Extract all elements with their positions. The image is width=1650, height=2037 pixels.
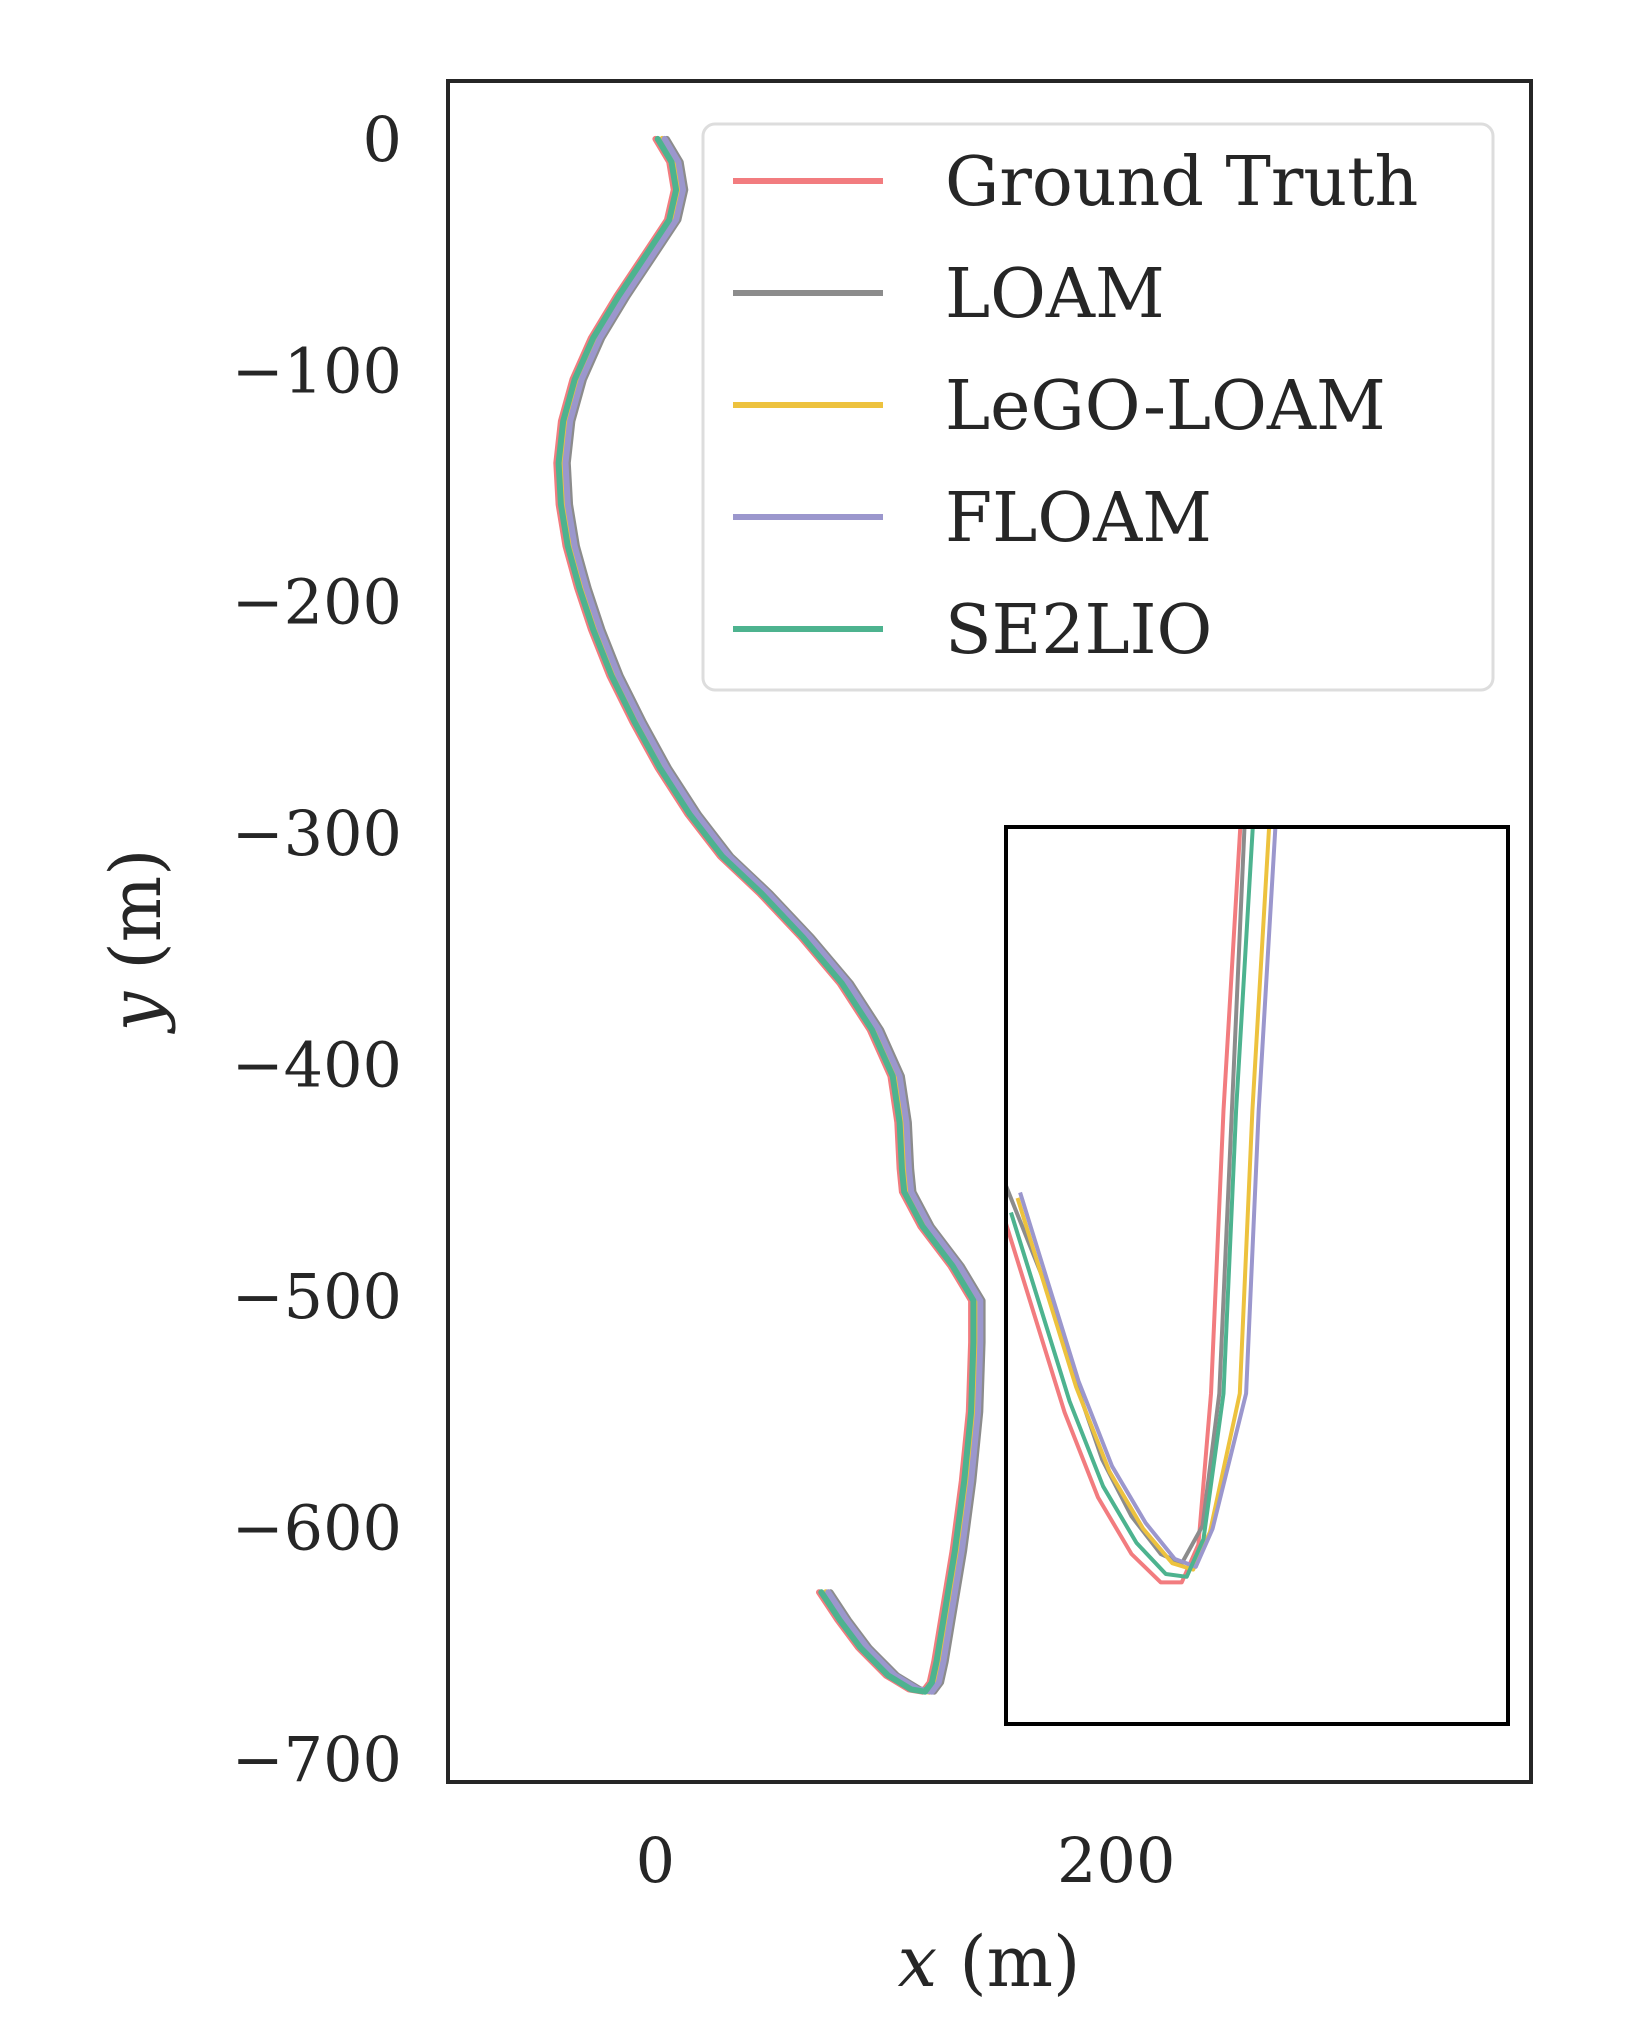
zoom-inset xyxy=(1004,825,1510,1726)
legend-label-loam: LOAM xyxy=(945,255,1165,334)
inset-line-lego-loam xyxy=(1015,827,1272,1572)
legend: Ground Truth LOAM LeGO-LOAM FLOAM SE2LIO xyxy=(701,122,1495,692)
inset-frame xyxy=(1004,825,1510,1726)
x-axis-label: x (m) xyxy=(898,1921,1081,2003)
y-tick-label: −500 xyxy=(232,1260,402,1333)
inset-line-ground-truth xyxy=(1006,827,1243,1585)
x-tick-label: 0 xyxy=(636,1824,675,1897)
inset-lines xyxy=(1006,827,1278,1585)
trajectory-lines xyxy=(553,135,986,1695)
series-line-se2lio xyxy=(555,135,977,1695)
y-tick-label: −200 xyxy=(232,566,402,639)
legend-label-ground-truth: Ground Truth xyxy=(945,143,1418,222)
x-tick-labels: 0 200 xyxy=(636,1824,1176,1897)
x-tick-label: 200 xyxy=(1057,1824,1175,1897)
y-tick-labels: 0 −100 −200 −300 −400 −500 −600 −700 xyxy=(232,103,402,1796)
legend-label-floam: FLOAM xyxy=(945,479,1212,558)
y-tick-label: −700 xyxy=(232,1723,402,1796)
inset-line-floam xyxy=(1018,827,1278,1569)
legend-box xyxy=(701,122,1495,692)
plot-frame xyxy=(446,79,1533,1784)
series-line-floam xyxy=(562,135,984,1695)
y-tick-label: −400 xyxy=(232,1029,402,1102)
inset-line-se2lio xyxy=(1009,827,1255,1579)
main-plot-area xyxy=(446,79,1533,1784)
y-tick-label: −600 xyxy=(232,1491,402,1564)
y-tick-label: 0 xyxy=(363,103,402,176)
legend-label-se2lio: SE2LIO xyxy=(945,591,1212,670)
y-tick-label: −300 xyxy=(232,797,402,870)
inset-background xyxy=(1006,827,1508,1724)
y-tick-label: −100 xyxy=(232,334,402,407)
y-axis-label: y (m) xyxy=(95,849,177,1035)
legend-label-lego-loam: LeGO-LOAM xyxy=(945,367,1386,446)
